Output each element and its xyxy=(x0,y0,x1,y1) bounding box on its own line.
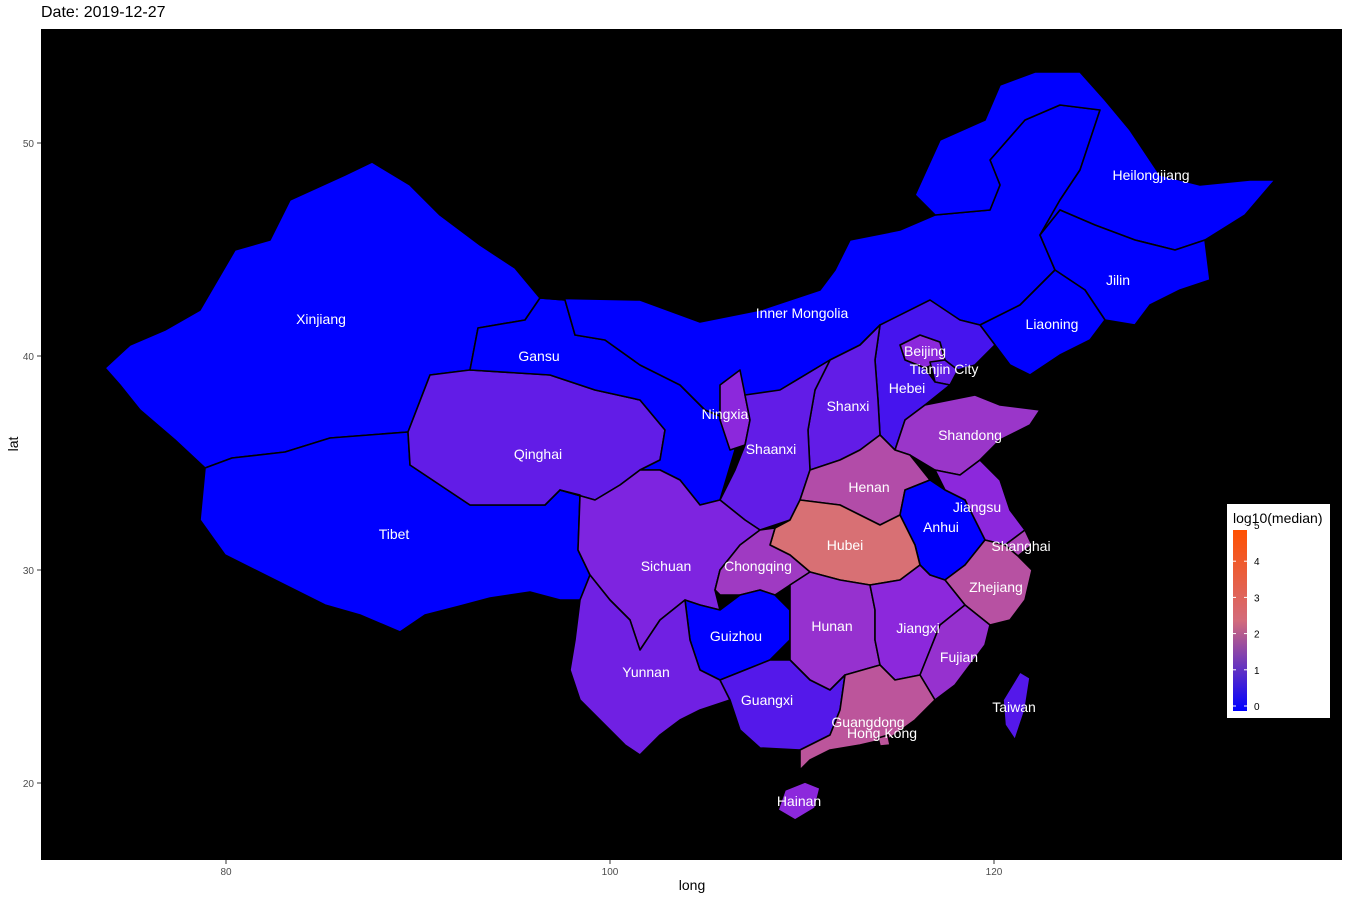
label-shanghai: Shanghai xyxy=(991,538,1050,554)
label-qinghai: Qinghai xyxy=(514,446,562,462)
y-tick-label: 30 xyxy=(23,566,35,577)
legend-tick-label: 0 xyxy=(1254,702,1260,713)
color-legend: log10(median) 0 1 2 3 4 5 xyxy=(1227,504,1330,718)
legend-title: log10(median) xyxy=(1233,510,1323,526)
label-shandong: Shandong xyxy=(938,427,1002,443)
label-guizhou: Guizhou xyxy=(710,628,762,644)
province-tianjin[interactable] xyxy=(929,359,959,386)
label-taiwan: Taiwan xyxy=(992,699,1036,715)
label-hainan: Hainan xyxy=(777,793,821,809)
y-tick-label: 20 xyxy=(23,779,35,790)
label-tibet: Tibet xyxy=(379,526,410,542)
x-tick-label: 80 xyxy=(220,867,232,878)
legend-tick-label: 4 xyxy=(1254,557,1260,568)
label-shaanxi: Shaanxi xyxy=(746,441,797,457)
province-guangdong[interactable] xyxy=(799,664,936,771)
map-title: Date: 2019-12-27 xyxy=(41,4,166,21)
region-labels: Xinjiang Tibet Qinghai Gansu Inner Mongo… xyxy=(296,167,1189,809)
label-ningxia: Ningxia xyxy=(702,406,749,422)
label-jiangsu: Jiangsu xyxy=(953,499,1001,515)
label-jiangxi: Jiangxi xyxy=(896,620,940,636)
legend-tick-label: 2 xyxy=(1254,630,1260,641)
label-zhejiang: Zhejiang xyxy=(969,579,1023,595)
legend-tick-label: 3 xyxy=(1254,593,1260,604)
label-liaoning: Liaoning xyxy=(1026,316,1079,332)
label-tianjin: Tianjin City xyxy=(910,361,979,377)
label-gansu: Gansu xyxy=(518,348,559,364)
x-axis: 80 100 120 xyxy=(220,860,1003,878)
label-hong-kong: Hong Kong xyxy=(847,725,917,741)
label-hunan: Hunan xyxy=(811,618,852,634)
x-tick-label: 120 xyxy=(986,867,1003,878)
label-heilongjiang: Heilongjiang xyxy=(1112,167,1189,183)
label-henan: Henan xyxy=(848,479,889,495)
label-hebei: Hebei xyxy=(889,380,926,396)
label-chongqing: Chongqing xyxy=(724,558,792,574)
x-tick-label: 100 xyxy=(602,867,619,878)
province-taiwan[interactable] xyxy=(1002,671,1031,741)
legend-colorbar xyxy=(1233,530,1247,711)
label-xinjiang: Xinjiang xyxy=(296,311,346,327)
label-guangxi: Guangxi xyxy=(741,692,793,708)
provinces xyxy=(104,71,1276,821)
x-axis-title: long xyxy=(679,877,705,893)
y-tick-label: 40 xyxy=(23,352,35,363)
province-shandong[interactable] xyxy=(894,394,1041,476)
label-hubei: Hubei xyxy=(827,537,864,553)
legend-tick-label: 1 xyxy=(1254,666,1260,677)
label-inner-mongolia: Inner Mongolia xyxy=(756,305,849,321)
label-beijing: Beijing xyxy=(904,343,946,359)
label-shanxi: Shanxi xyxy=(827,398,870,414)
label-yunnan: Yunnan xyxy=(622,664,670,680)
label-anhui: Anhui xyxy=(923,519,959,535)
y-axis: 20 30 40 50 xyxy=(23,139,41,790)
legend-tick-label: 5 xyxy=(1254,521,1260,532)
province-hainan[interactable] xyxy=(777,781,821,821)
y-tick-label: 50 xyxy=(23,139,35,150)
province-hong-kong[interactable] xyxy=(877,734,891,747)
province-liaoning[interactable] xyxy=(979,269,1106,376)
label-sichuan: Sichuan xyxy=(641,558,692,574)
legend-ticks: 0 1 2 3 4 5 xyxy=(1233,521,1260,713)
y-axis-title: lat xyxy=(5,437,21,452)
label-fujian: Fujian xyxy=(940,649,978,665)
label-guangdong: Guangdong xyxy=(831,714,904,730)
label-jilin: Jilin xyxy=(1106,272,1130,288)
